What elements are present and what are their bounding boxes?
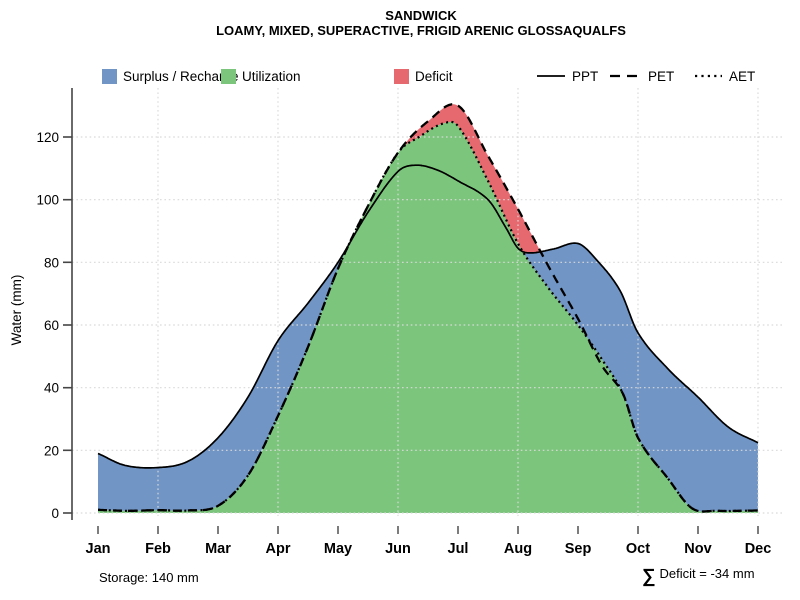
x-tick-label: Feb [145, 541, 171, 557]
deficit-area [403, 104, 586, 336]
dashed-line-icon [610, 74, 641, 78]
legend-item-utilization: Utilization [221, 67, 301, 85]
solid-line-icon [537, 75, 565, 77]
legend-label-ppt: PPT [572, 68, 599, 84]
y-tick-label: 60 [44, 318, 59, 333]
y-axis-title: Water (mm) [9, 275, 24, 346]
surplus-area [98, 249, 346, 511]
utilization-swatch [221, 68, 236, 84]
legend-label-aet: AET [729, 68, 756, 84]
chart-subtitle: LOAMY, MIXED, SUPERACTIVE, FRIGID ARENIC… [216, 23, 626, 38]
deficit-annotation: ∑ Deficit = -34 mm [642, 566, 755, 588]
y-tick-label: 20 [44, 443, 59, 458]
sigma-symbol: ∑ [642, 566, 656, 587]
x-tick-label: Jan [86, 541, 111, 557]
legend-item-deficit: Deficit [394, 67, 453, 85]
y-tick-label: 120 [36, 130, 59, 145]
y-tick-label: 0 [51, 506, 59, 521]
curve-aet [98, 120, 758, 513]
legend-label-utilization: Utilization [242, 68, 301, 84]
dotted-line-icon [695, 74, 722, 78]
legend-item-surplus: Surplus / Recharge [102, 67, 239, 85]
axes: 0 20 40 60 80 100 120 Jan Feb Mar Apr May Jun Jul Aug S… [9, 88, 771, 557]
legend-label-surplus: Surplus / Recharge [123, 68, 239, 84]
chart-fills [98, 104, 758, 514]
x-tick-label: Jul [448, 541, 469, 557]
x-tick-label: Apr [266, 541, 291, 557]
curve-ppt [97, 164, 759, 469]
x-tick-label: May [324, 541, 352, 557]
x-tick-label: Oct [626, 541, 650, 557]
storage-annotation: Storage: 140 mm [99, 570, 199, 585]
y-tick-label: 100 [36, 193, 59, 208]
surplus-swatch [102, 68, 117, 84]
gridlines [72, 88, 782, 516]
legend-label-pet: PET [648, 68, 675, 84]
x-tick-label: Sep [565, 541, 592, 557]
x-tick-label: Mar [205, 541, 231, 557]
x-tick-label: Aug [504, 541, 532, 557]
x-tick-label: Dec [745, 541, 772, 557]
utilization-area [98, 121, 758, 514]
deficit-sum-text: Deficit = -34 mm [659, 566, 755, 581]
deficit-swatch [394, 68, 409, 84]
chart-title: SANDWICK [385, 8, 457, 23]
x-tick-label: Jun [385, 541, 411, 557]
legend-item-pet: PET [609, 67, 674, 85]
legend-item-ppt: PPT [536, 67, 598, 85]
x-tick-label: Nov [684, 541, 711, 557]
y-tick-label: 80 [44, 255, 59, 270]
legend-item-aet: AET [694, 67, 755, 85]
surplus-area [524, 243, 758, 512]
legend-label-deficit: Deficit [415, 68, 453, 84]
y-tick-label: 40 [44, 381, 59, 396]
chart-curves [97, 103, 759, 513]
